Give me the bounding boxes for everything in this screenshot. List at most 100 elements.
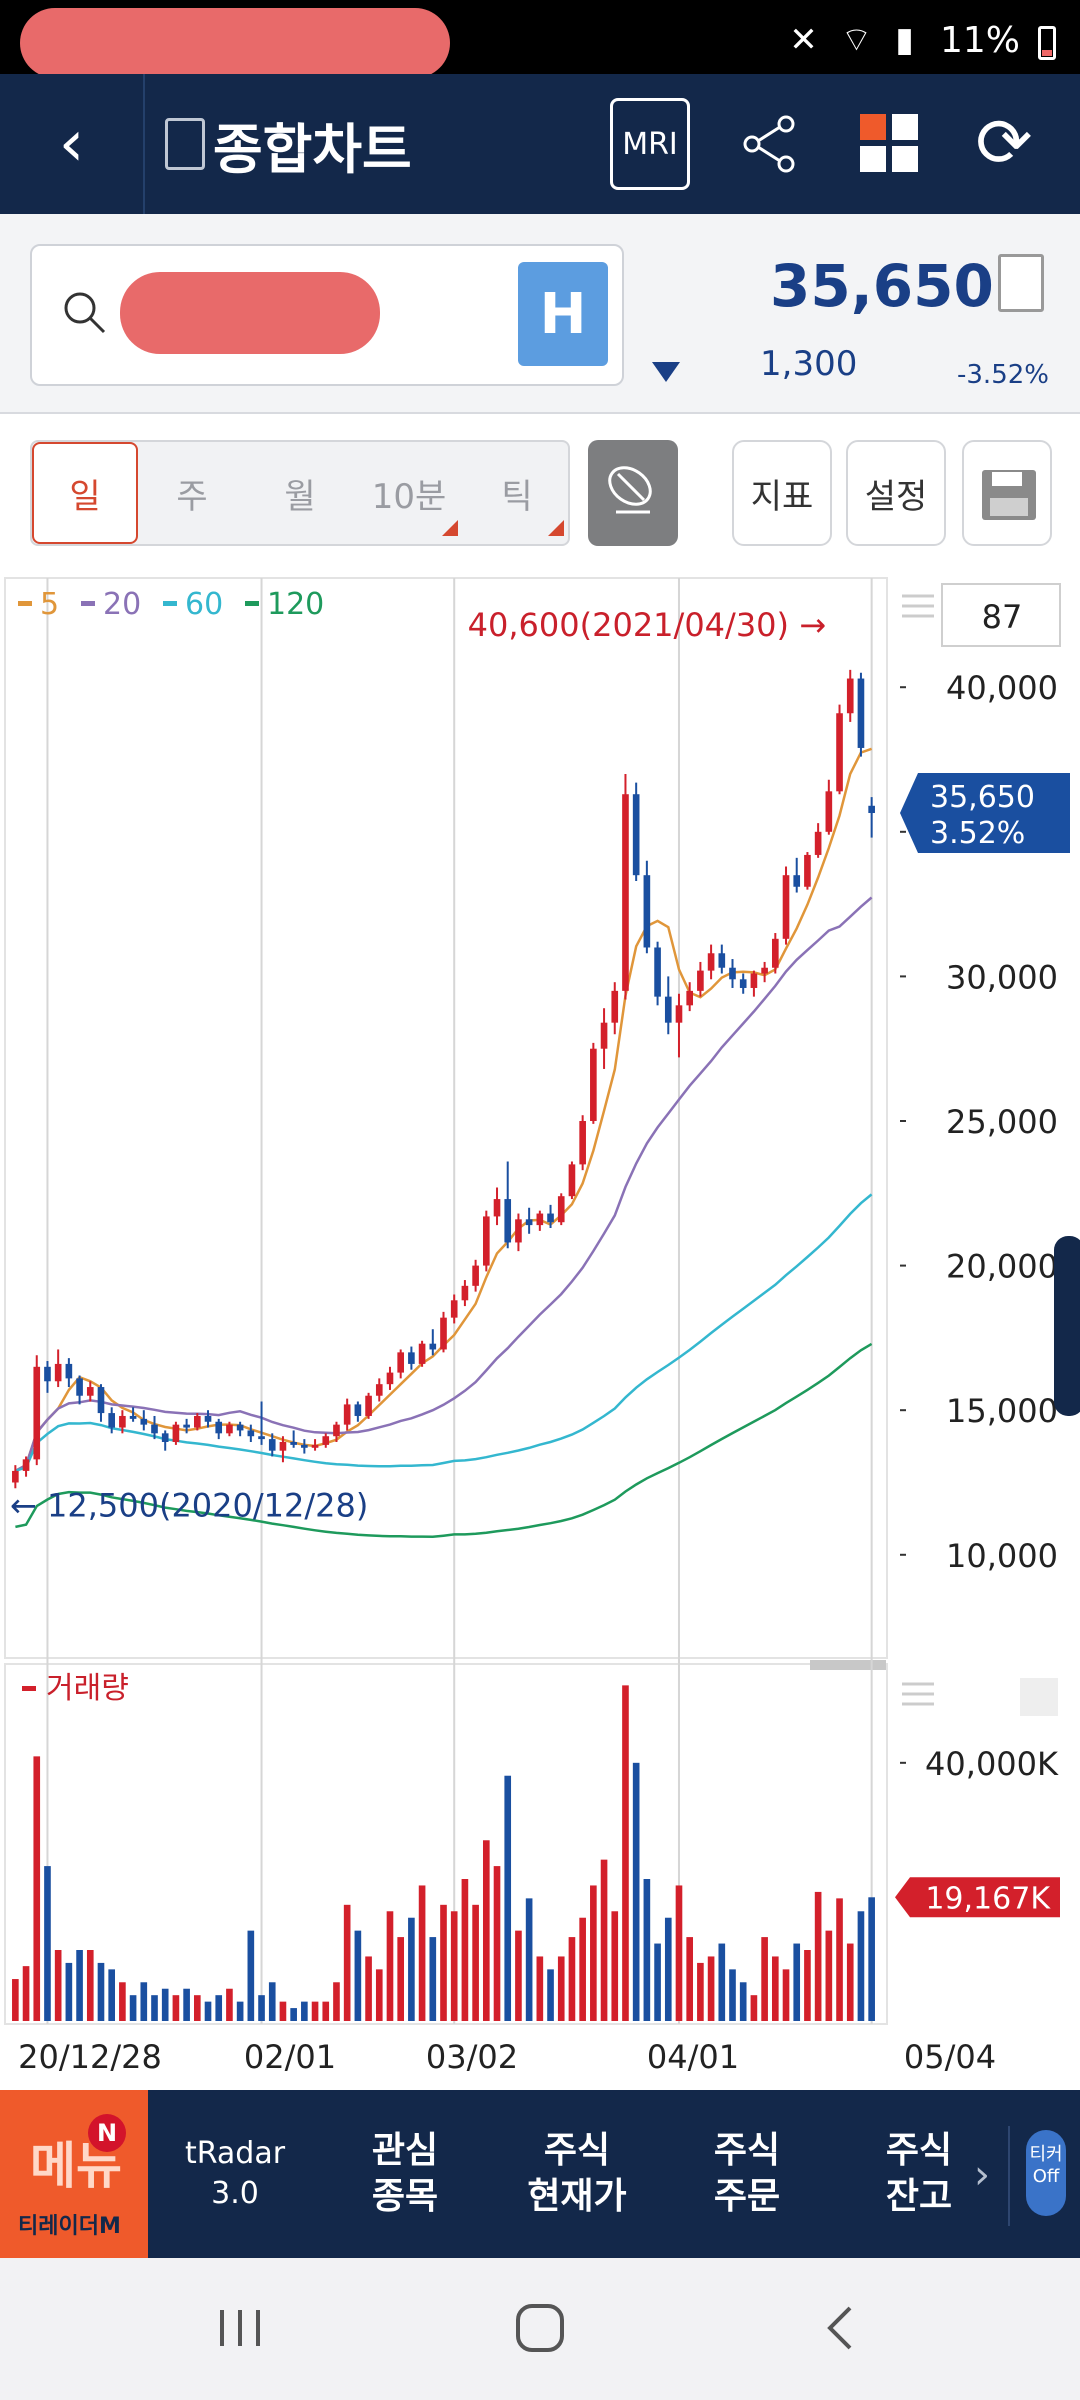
search-icon [64,292,106,334]
candle-body [515,1219,522,1243]
volume-bars [12,1685,875,2021]
tab-tick[interactable]: 틱 [464,442,568,544]
candle-body [568,1164,576,1197]
candle-body [590,1048,597,1121]
menu-item-balance[interactable]: 주식 잔고 [885,2130,953,2217]
candle-body [279,1442,287,1451]
volume-bar [600,1859,608,2021]
stock-search-box[interactable]: H [30,244,624,386]
ma-legend-swatch [163,601,177,606]
candle-body [418,1343,426,1364]
status-icons: ✕ ⌔ ▮ [789,20,920,60]
volume-bar [183,1988,190,2021]
volume-bar [525,1898,533,2021]
candle-body [557,1196,565,1223]
candle-body [151,1424,158,1434]
volume-bar [193,1995,201,2021]
back-button[interactable]: ‹ [0,74,145,214]
price-panel-frame [4,577,888,1659]
ma-legend-swatch [81,601,95,606]
layout-grid-icon[interactable] [860,114,918,172]
volume-bar [825,1930,833,2021]
candle-body [333,1424,340,1437]
volume-bar [375,1969,383,2021]
refresh-icon[interactable]: ⟳ [975,104,1033,183]
volume-bar [547,1969,554,2021]
document-icon[interactable] [998,254,1044,312]
volume-bar [322,2001,330,2021]
redacted-notification-area [20,8,450,78]
volume-bar [172,1995,180,2021]
submenu-corner-icon [548,520,564,536]
price-chart[interactable]: 20/12/2802/0103/0204/0105/0440,00035,000… [0,576,1080,2090]
menu-item-watchlist[interactable]: 관심 종목 [371,2130,439,2217]
candle-body [311,1444,319,1448]
volume-bar [247,1930,255,2021]
candle-body [793,875,801,887]
volume-bar [279,2001,287,2021]
share-icon[interactable] [740,114,800,174]
volume-bar [311,2001,319,2021]
stock-type-badge[interactable]: H [518,262,608,366]
volume-bar [343,1904,351,2021]
candle-body [697,970,704,991]
candle-body [536,1213,544,1226]
volume-bar [429,1937,437,2021]
candle-body [654,947,661,997]
volume-panel-frame [4,1663,888,2025]
volume-bar [761,1937,768,2021]
candle-body [664,996,672,1023]
status-bar: ✕ ⌔ ▮ 11% [0,0,1080,78]
ma-legend-label: 20 [103,587,141,622]
menu-item-current-price[interactable]: 주식 현재가 [527,2130,627,2217]
chevron-right-icon[interactable]: › [974,2152,990,2198]
tab-10min[interactable]: 10분 [354,442,464,544]
x-tick-label: 20/12/28 [18,2038,162,2076]
volume-bar [450,1911,458,2021]
recent-apps-icon[interactable] [210,2298,270,2358]
volume-bar [418,1885,426,2021]
volume-bar [632,1762,640,2021]
back-nav-icon[interactable] [810,2298,870,2358]
candle-body [739,979,747,988]
candle-body [119,1415,126,1428]
candle-body [686,990,694,1006]
candle-body [825,791,833,832]
volume-bar [397,1937,405,2021]
radar-button[interactable] [588,440,678,546]
volume-bar [12,1979,19,2021]
rotate-screen-icon[interactable] [165,118,205,170]
bottom-menu: 메뉴 N 티레이더M tRadar 3.0 관심 종목 주식 현재가 주식 주문… [0,2090,1080,2258]
indicator-button[interactable]: 지표 [732,440,832,546]
candle-body [290,1442,297,1445]
candle-body [397,1352,405,1373]
ticker-toggle[interactable]: 티커 Off [1008,2126,1072,2226]
menu-item-tradar[interactable]: tRadar 3.0 [184,2136,286,2211]
candle-body [504,1199,512,1243]
menu-button[interactable]: 메뉴 N 티레이더M [0,2090,148,2258]
volume-bar [707,1956,715,2021]
candle-body [600,1022,608,1049]
candle-body [108,1413,116,1428]
candle-body [215,1421,223,1434]
menu-item-order[interactable]: 주식 주문 [713,2130,781,2217]
dropdown-arrow-icon[interactable] [652,362,680,382]
candle-body [814,831,822,855]
volume-bar [301,2001,308,2021]
tab-tick-label: 틱 [501,476,533,517]
candle-body [525,1219,533,1226]
candle-body [258,1436,265,1440]
tab-week[interactable]: 주 [176,476,208,517]
candle-body [54,1363,62,1382]
tab-month[interactable]: 월 [284,476,316,517]
mri-button[interactable]: MRI [610,98,690,190]
volume-bar [729,1969,736,2021]
home-icon[interactable] [510,2298,570,2358]
save-button[interactable] [962,440,1052,546]
volume-bar [643,1879,651,2021]
settings-button[interactable]: 설정 [846,440,946,546]
candle-body [836,713,843,792]
volume-bar [846,1943,854,2021]
tab-day[interactable]: 일 [32,442,138,544]
volume-bar [333,1982,340,2021]
